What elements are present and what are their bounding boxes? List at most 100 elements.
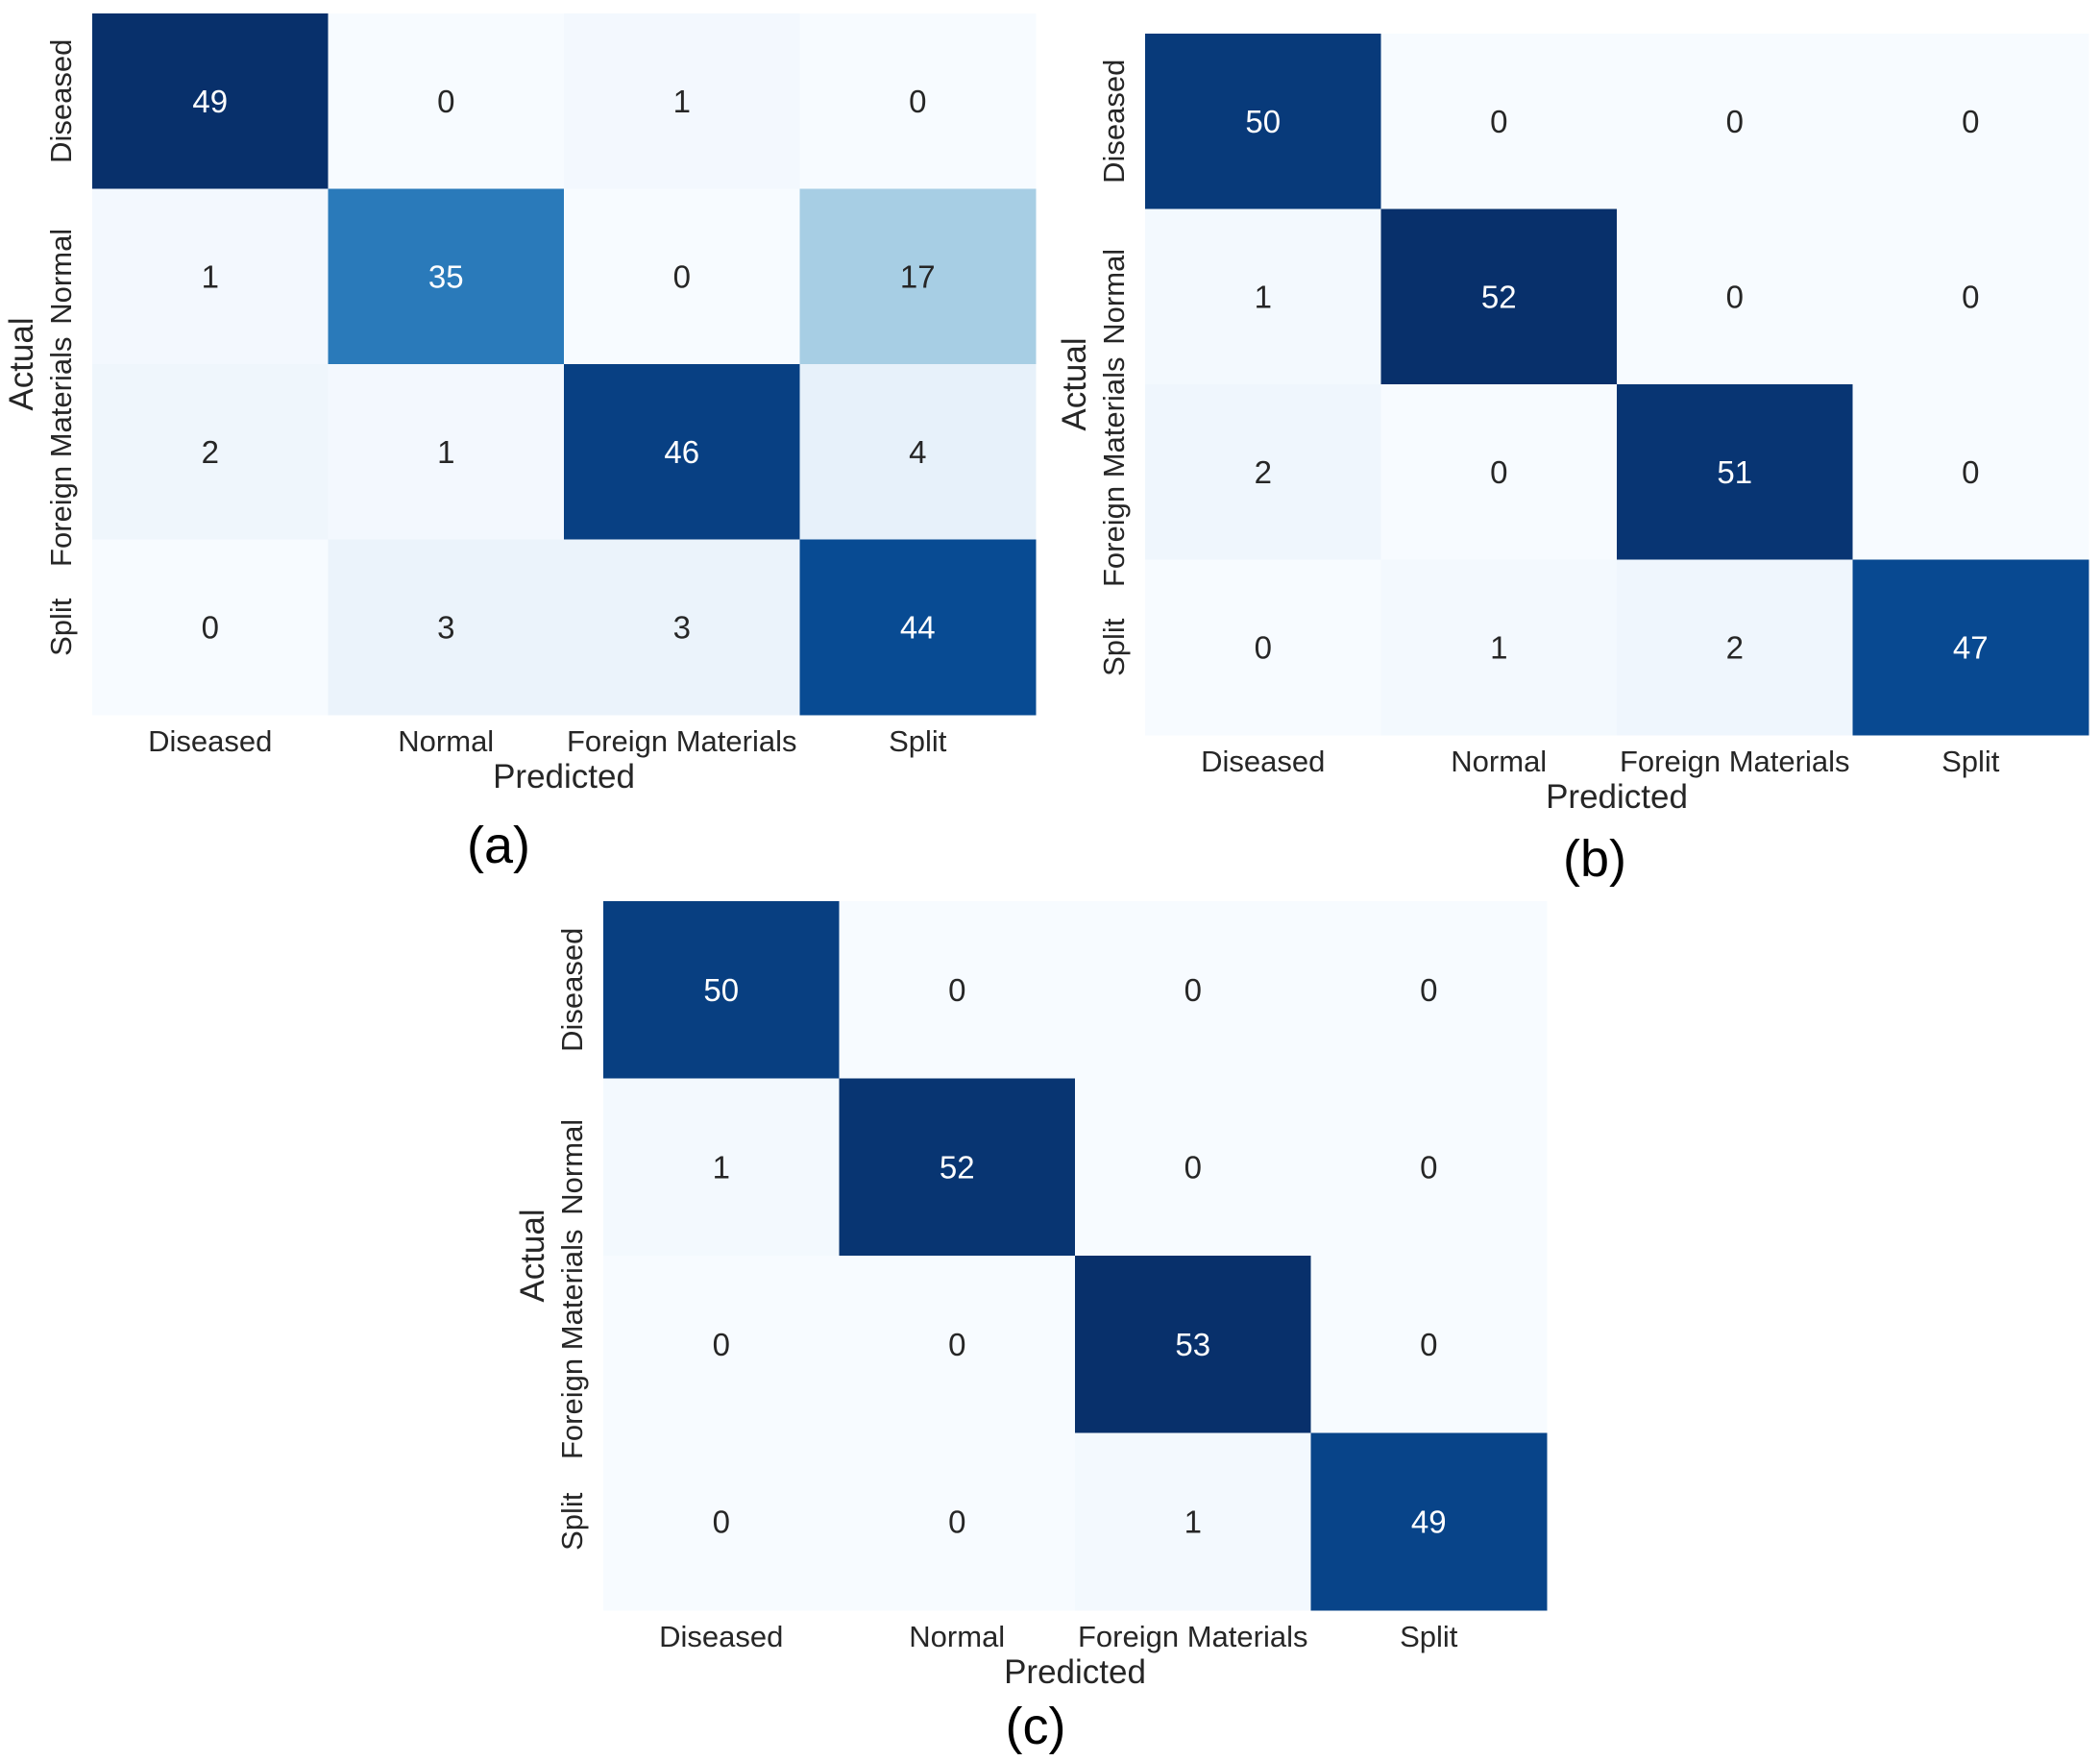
heatmap-cell bbox=[1380, 208, 1618, 385]
heatmap-cell bbox=[603, 1432, 840, 1611]
x-tick-label: Foreign Materials bbox=[1078, 1620, 1307, 1653]
heatmap-cell bbox=[92, 188, 329, 365]
cell-value-label: 0 bbox=[202, 609, 219, 645]
cell-value-label: 0 bbox=[948, 972, 965, 1008]
cell-value-label: 52 bbox=[1481, 279, 1517, 314]
heatmap-cell bbox=[1075, 1256, 1311, 1433]
heatmap-cell bbox=[564, 364, 800, 540]
heatmap-cell bbox=[1380, 559, 1618, 736]
heatmap-cell bbox=[603, 1078, 840, 1257]
cell-value-label: 0 bbox=[948, 1504, 965, 1539]
cell-value-label: 2 bbox=[1255, 454, 1272, 490]
cell-value-label: 1 bbox=[1255, 279, 1272, 314]
heatmap-cell bbox=[799, 364, 1037, 540]
heatmap-cell bbox=[328, 364, 565, 540]
cell-value-label: 4 bbox=[909, 434, 926, 470]
cell-value-label: 0 bbox=[1420, 972, 1437, 1008]
y-tick-label: Normal bbox=[555, 1119, 589, 1215]
cell-value-label: 0 bbox=[713, 1504, 730, 1539]
cell-value-label: 0 bbox=[1184, 972, 1202, 1008]
heatmap-cell bbox=[92, 13, 329, 189]
x-axis-label: Predicted bbox=[1546, 778, 1688, 816]
heatmap-cell bbox=[799, 539, 1037, 716]
heatmap-cell bbox=[1310, 1432, 1548, 1611]
heatmap-cell bbox=[1310, 1256, 1548, 1433]
y-tick-label: Split bbox=[555, 1492, 589, 1551]
y-axis-label: Actual bbox=[3, 317, 40, 410]
confusion-matrix-panel: 50 0 0 0 1 52 0 0 0 0 53 0 0 0 1 49 Diseased Normal Foreig… bbox=[514, 901, 1548, 1755]
x-axis-label: Predicted bbox=[1004, 1653, 1146, 1691]
cell-value-label: 0 bbox=[909, 84, 926, 119]
cell-value-label: 0 bbox=[713, 1327, 730, 1362]
x-tick-label: Split bbox=[1941, 745, 2000, 778]
cell-value-label: 52 bbox=[940, 1149, 975, 1185]
cell-value-label: 49 bbox=[192, 84, 228, 119]
cell-value-label: 0 bbox=[673, 258, 691, 294]
heatmap-cell bbox=[603, 1256, 840, 1433]
cell-value-label: 35 bbox=[428, 258, 464, 294]
heatmap-cell bbox=[92, 364, 329, 540]
cell-value-label: 0 bbox=[1726, 104, 1744, 139]
heatmap-cell bbox=[1075, 901, 1311, 1079]
heatmap-cell bbox=[1617, 559, 1853, 736]
cell-value-label: 0 bbox=[948, 1327, 965, 1362]
heatmap-cell bbox=[1145, 384, 1381, 560]
y-tick-label: Normal bbox=[1097, 249, 1131, 345]
heatmap-cell bbox=[839, 901, 1076, 1079]
panel-label: (c) bbox=[1006, 1698, 1066, 1755]
heatmap-cell bbox=[1852, 559, 2089, 736]
y-tick-label: Diseased bbox=[44, 39, 78, 163]
x-tick-label: Split bbox=[889, 724, 947, 758]
cell-value-label: 0 bbox=[1726, 279, 1744, 314]
cell-value-label: 1 bbox=[202, 258, 219, 294]
cell-value-label: 1 bbox=[713, 1149, 730, 1185]
cell-value-label: 2 bbox=[202, 434, 219, 470]
heatmap-cell bbox=[92, 539, 329, 716]
heatmap-cell bbox=[839, 1078, 1076, 1257]
cell-value-label: 53 bbox=[1175, 1327, 1210, 1362]
heatmap-cell bbox=[799, 13, 1037, 189]
cell-value-label: 0 bbox=[1962, 454, 1979, 490]
x-tick-label: Foreign Materials bbox=[1620, 745, 1849, 778]
cell-value-label: 2 bbox=[1726, 629, 1744, 665]
x-tick-label: Normal bbox=[1451, 745, 1547, 778]
heatmap-cell bbox=[1310, 1078, 1548, 1257]
x-tick-label: Normal bbox=[398, 724, 494, 758]
heatmap-cell bbox=[1380, 384, 1618, 560]
heatmap-cell bbox=[1617, 384, 1853, 560]
heatmap-cell bbox=[564, 539, 800, 716]
cell-value-label: 0 bbox=[1490, 104, 1507, 139]
x-tick-label: Diseased bbox=[1201, 745, 1325, 778]
heatmap-cell bbox=[839, 1256, 1076, 1433]
heatmap-cell bbox=[799, 188, 1037, 365]
cell-value-label: 3 bbox=[437, 609, 454, 645]
x-axis-label: Predicted bbox=[493, 758, 635, 795]
heatmap-cell bbox=[1617, 34, 1853, 209]
x-tick-label: Diseased bbox=[148, 724, 272, 758]
cell-value-label: 0 bbox=[1490, 454, 1507, 490]
y-axis-label: Actual bbox=[1056, 337, 1093, 430]
y-axis-label: Actual bbox=[514, 1209, 551, 1302]
cell-value-label: 1 bbox=[1490, 629, 1507, 665]
heatmap-cell bbox=[564, 13, 800, 189]
heatmap-cell bbox=[328, 539, 565, 716]
heatmap-cell bbox=[1075, 1078, 1311, 1257]
cell-value-label: 17 bbox=[900, 258, 936, 294]
heatmap-cell bbox=[1145, 208, 1381, 385]
y-tick-label: Diseased bbox=[555, 928, 589, 1052]
heatmap-cell bbox=[1310, 901, 1548, 1079]
cell-value-label: 0 bbox=[1184, 1149, 1202, 1185]
cell-value-label: 1 bbox=[673, 84, 691, 119]
cell-value-label: 47 bbox=[1953, 629, 1989, 665]
cell-value-label: 0 bbox=[1255, 629, 1272, 665]
y-tick-label: Split bbox=[44, 598, 78, 656]
heatmap-cell bbox=[603, 901, 840, 1079]
cell-value-label: 1 bbox=[437, 434, 454, 470]
x-tick-label: Normal bbox=[909, 1620, 1005, 1653]
heatmap-cell bbox=[839, 1432, 1076, 1611]
y-tick-label: Diseased bbox=[1097, 60, 1131, 183]
cell-value-label: 0 bbox=[437, 84, 454, 119]
cell-value-label: 50 bbox=[703, 972, 739, 1008]
cell-value-label: 0 bbox=[1420, 1149, 1437, 1185]
